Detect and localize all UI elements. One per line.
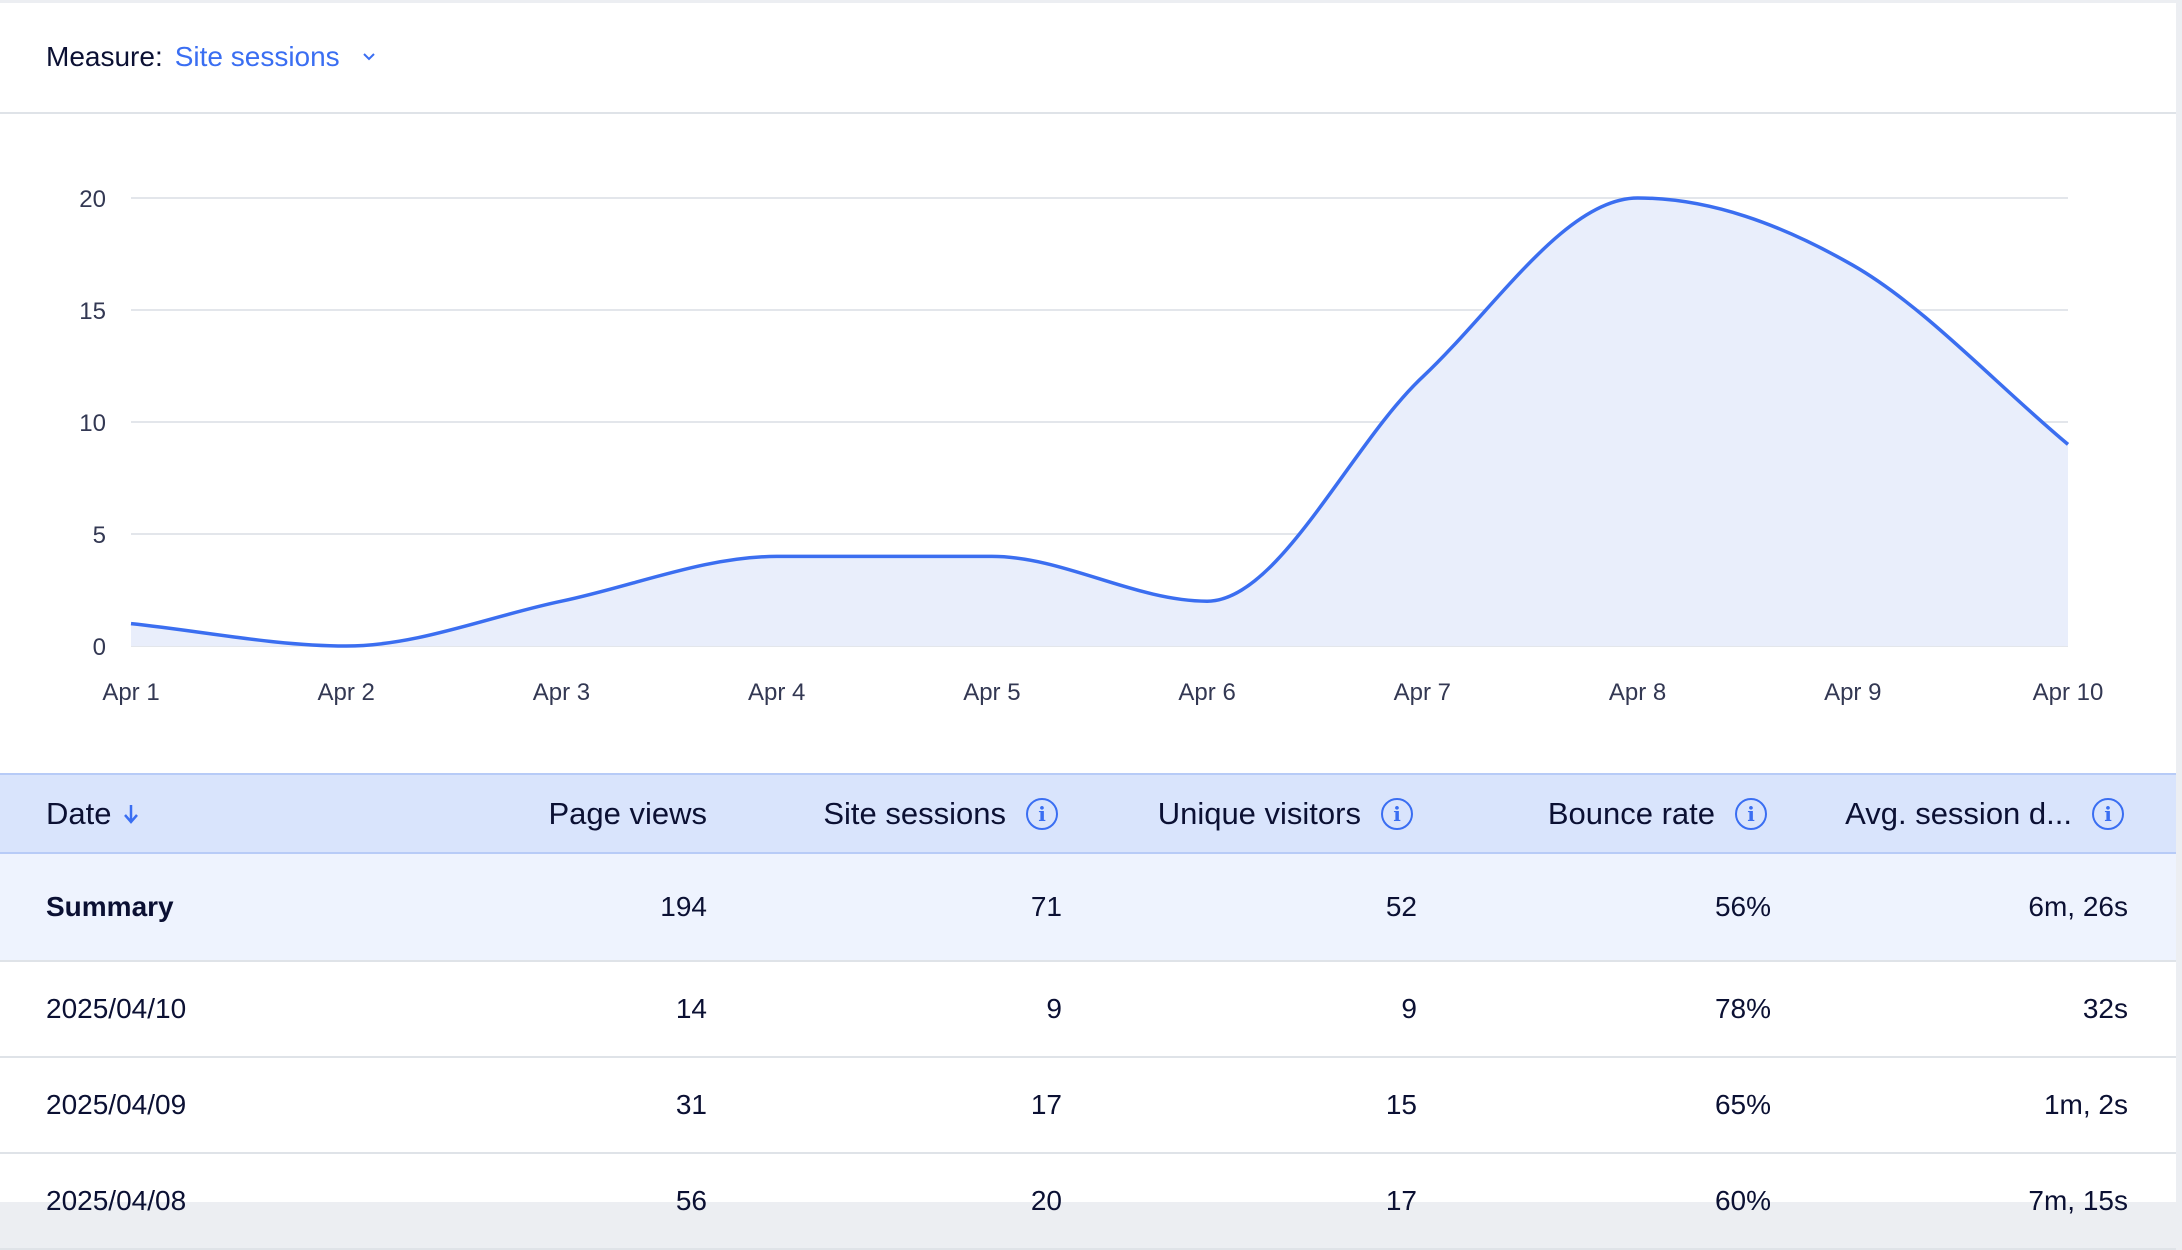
header-label: Site sessions [823, 795, 1006, 831]
cell-bounce-rate: 60% [1714, 1185, 1771, 1216]
cell-page-views: 194 [660, 891, 707, 922]
y-tick-label: 10 [79, 410, 106, 437]
cell-unique-visitors: 52 [1385, 891, 1417, 922]
header-label: Bounce rate [1547, 795, 1715, 831]
summary-row: Summary 194 71 52 56% 6m, 26s [0, 854, 2176, 962]
measure-value: Site sessions [174, 41, 340, 72]
chevron-down-icon [362, 53, 375, 61]
y-tick-label: 0 [93, 634, 106, 661]
measure-dropdown[interactable]: Site sessions [175, 41, 376, 73]
cell-avg-session-d: 1m, 2s [2043, 1089, 2128, 1120]
measure-selector: Measure: Site sessions [46, 41, 376, 73]
x-tick-label: Apr 4 [748, 679, 805, 706]
cell-site-sessions: 71 [1030, 891, 1062, 922]
cell-bounce-rate: 78% [1714, 993, 1771, 1024]
column-site-sessions[interactable]: Site sessions i [823, 775, 1058, 852]
x-tick-label: Apr 1 [102, 679, 159, 706]
x-tick-label: Apr 9 [1824, 679, 1881, 706]
info-icon[interactable]: i [1026, 797, 1058, 830]
cell-avg-session-d: 32s [2082, 993, 2128, 1024]
y-tick-label: 15 [79, 298, 106, 325]
y-tick-label: 5 [93, 522, 106, 549]
area-fill [131, 198, 2068, 646]
info-icon[interactable]: i [2092, 797, 2124, 830]
cell-bounce-rate: 56% [1714, 891, 1771, 922]
cell-page-views: 56 [675, 1185, 707, 1216]
cell-unique-visitors: 17 [1385, 1185, 1417, 1216]
x-tick-label: Apr 8 [1609, 679, 1666, 706]
column-page-views[interactable]: Page views [548, 775, 707, 852]
table-row: 2025/04/08 56 20 17 60% 7m, 15s [0, 1154, 2176, 1250]
measure-label: Measure: [46, 41, 163, 72]
divider [0, 112, 2176, 114]
x-tick-label: Apr 5 [963, 679, 1020, 706]
column-unique-visitors[interactable]: Unique visitors i [1158, 775, 1413, 852]
cell-site-sessions: 9 [1046, 993, 1062, 1024]
cell-site-sessions: 20 [1030, 1185, 1062, 1216]
cell-bounce-rate: 65% [1714, 1089, 1771, 1120]
table-row: 2025/04/09 31 17 15 65% 1m, 2s [0, 1058, 2176, 1154]
series-line [130, 196, 2070, 648]
cell-date: Summary [46, 891, 174, 922]
cell-date: 2025/04/09 [46, 1089, 187, 1120]
x-tick-label: Apr 7 [1394, 679, 1451, 706]
header-label: Avg. session d... [1845, 795, 2072, 831]
x-tick-label: Apr 3 [533, 679, 590, 706]
header-label: Unique visitors [1157, 795, 1361, 831]
cell-page-views: 14 [675, 993, 707, 1024]
y-tick-label: 20 [79, 186, 106, 213]
cell-unique-visitors: 15 [1385, 1089, 1417, 1120]
x-tick-label: Apr 6 [1178, 679, 1235, 706]
cell-avg-session-d: 6m, 26s [2028, 891, 2128, 922]
header-label: Page views [548, 795, 707, 831]
info-icon[interactable]: i [1735, 797, 1767, 830]
x-tick-label: Apr 2 [318, 679, 375, 706]
table-row: 2025/04/10 14 9 9 78% 32s [0, 962, 2176, 1058]
cell-avg-session-d: 7m, 15s [2028, 1185, 2128, 1216]
cell-unique-visitors: 9 [1401, 993, 1417, 1024]
x-tick-label: Apr 10 [2033, 679, 2104, 706]
cell-site-sessions: 17 [1030, 1089, 1062, 1120]
header-label: Date [46, 795, 112, 831]
cell-page-views: 31 [675, 1089, 707, 1120]
column-bounce-rate[interactable]: Bounce rate i [1548, 775, 1767, 852]
info-icon[interactable]: i [1381, 797, 1413, 830]
arrow-down-icon [124, 804, 139, 824]
table-header: Date Page views Site sessions i Unique vi… [0, 773, 2176, 854]
column-date[interactable]: Date [46, 775, 139, 852]
column-avg-session-duration[interactable]: Avg. session d... i [1845, 775, 2124, 852]
cell-date: 2025/04/10 [46, 993, 187, 1024]
cell-date: 2025/04/08 [46, 1185, 187, 1216]
sessions-chart: 0 5 10 15 20 Apr 1 Apr 2 Apr 3 Apr 4 Apr 5 Apr 6 Ap… [79, 186, 2104, 706]
